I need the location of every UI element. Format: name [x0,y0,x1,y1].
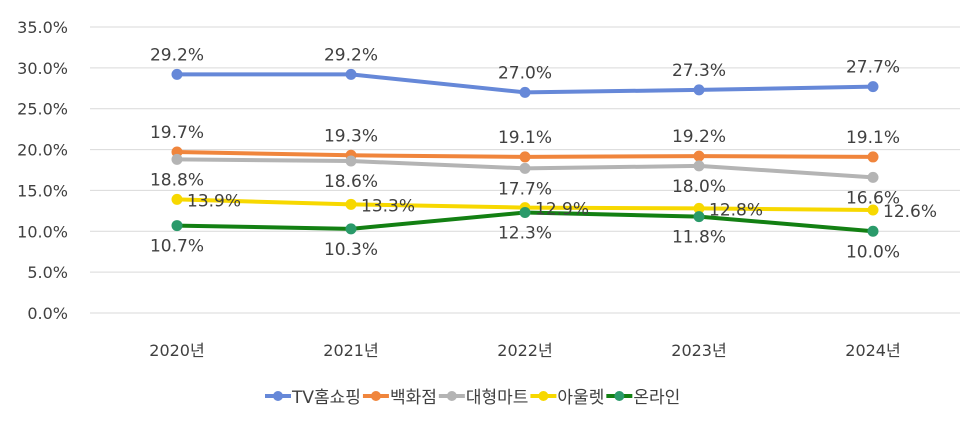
data-label: 19.1% [498,128,552,148]
data-point [693,211,705,223]
data-label: 12.3% [498,223,552,243]
y-tick-label: 30.0% [17,59,68,78]
data-label: 12.6% [883,202,937,222]
data-point [171,68,183,80]
data-point [867,171,879,183]
legend-marker [538,391,549,401]
data-point [693,160,705,172]
data-point [519,206,531,218]
data-label: 18.6% [324,172,378,192]
data-label: 19.7% [150,123,204,143]
data-point [345,223,357,235]
data-point [345,68,357,80]
data-label: 19.3% [324,126,378,146]
legend-marker [370,391,381,401]
data-label: 19.2% [672,127,726,147]
data-point [693,84,705,96]
y-tick-label: 35.0% [17,18,68,37]
data-label: 27.7% [846,58,900,78]
legend-label: TV홈쇼핑 [291,388,361,408]
data-point [171,193,183,205]
legend-marker [273,391,283,401]
data-point [171,153,183,165]
legend-marker [614,391,625,401]
data-point [519,151,531,163]
x-tick-label: 2020년 [149,341,204,360]
legend-label: 백화점 [390,388,437,408]
data-label: 12.8% [709,200,763,220]
data-label: 29.2% [150,45,204,65]
data-point [693,150,705,162]
legend-label: 아울렛 [557,388,604,408]
data-point [867,225,879,237]
y-tick-label: 25.0% [17,100,68,119]
data-label: 18.8% [150,170,204,190]
data-label: 12.9% [535,200,589,220]
y-tick-label: 20.0% [17,141,68,160]
data-point [867,204,879,216]
data-point [171,220,183,232]
data-label: 13.9% [187,191,241,211]
data-point [345,155,357,167]
data-label: 10.3% [324,240,378,260]
legend-marker [446,391,457,401]
data-point [519,86,531,98]
data-label: 10.7% [150,237,204,257]
data-label: 18.0% [672,177,726,197]
data-point [867,81,879,93]
y-tick-label: 0.0% [27,304,68,323]
x-tick-label: 2022년 [497,341,552,360]
x-tick-label: 2021년 [323,341,378,360]
data-label: 27.3% [672,61,726,81]
y-tick-label: 10.0% [17,222,68,241]
data-label: 16.6% [846,188,900,208]
data-label: 19.1% [846,128,900,148]
legend-label: 대형마트 [466,388,529,408]
data-label: 27.0% [498,63,552,83]
x-tick-label: 2023년 [671,341,726,360]
data-point [519,162,531,174]
data-label: 11.8% [672,228,726,248]
data-point [867,151,879,163]
y-tick-label: 15.0% [17,181,68,200]
data-point [345,198,357,210]
data-point [693,202,705,214]
data-label: 13.3% [361,196,415,216]
legend-label: 온라인 [633,388,680,408]
x-tick-label: 2024년 [845,341,900,360]
data-label: 17.7% [498,179,552,199]
data-label: 10.0% [846,242,900,262]
data-label: 29.2% [324,45,378,65]
y-tick-label: 5.0% [27,263,68,282]
